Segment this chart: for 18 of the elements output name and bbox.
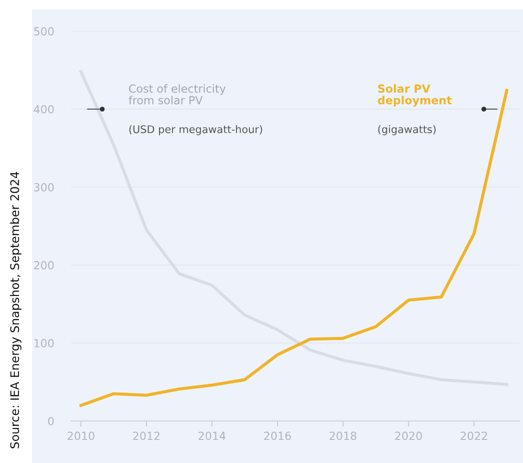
source-note: Source: IEA Energy Snapshot, September 2024 [10,172,22,448]
x-tick-label: 2016 [264,432,291,440]
x-tick-label: 2010 [68,432,94,440]
annotation: (USD per megawatt-hour) [129,125,262,136]
y-tick-label: 500 [34,27,54,36]
x-tick-label: 2012 [133,432,160,440]
y-tick-label: 200 [34,261,54,270]
x-tick-label: 2014 [198,432,226,440]
y-tick-label: 300 [34,183,54,192]
x-tick-label: 2020 [395,432,422,440]
y-tick-label: 0 [48,416,54,426]
text: Cost of electricity from solar PV [128,84,226,104]
annotation: (gigawatts) [378,125,436,136]
x-tick-label: 2018 [330,432,356,440]
x-tick-label: 2022 [460,432,488,440]
y-tick-label: 400 [34,105,54,114]
y-tick-label: 100 [34,339,54,348]
text: Solar PV deployment [378,84,452,107]
